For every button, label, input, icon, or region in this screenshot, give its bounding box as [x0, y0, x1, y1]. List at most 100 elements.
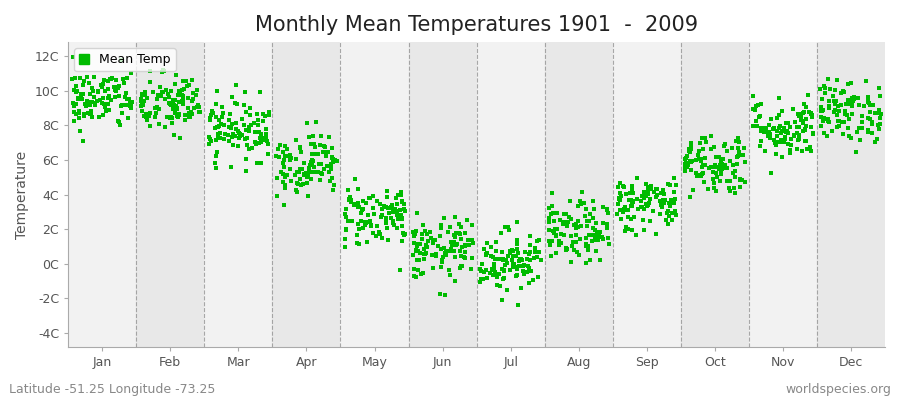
- Point: [544, 242, 558, 248]
- Point: [213, 130, 228, 136]
- Point: [696, 146, 710, 153]
- Point: [505, 246, 519, 253]
- Point: [409, 248, 423, 254]
- Point: [772, 125, 787, 132]
- Point: [618, 228, 633, 234]
- Point: [176, 98, 190, 104]
- Point: [860, 128, 875, 134]
- Point: [653, 198, 668, 204]
- Point: [860, 99, 875, 105]
- Point: [82, 80, 96, 86]
- Point: [735, 177, 750, 184]
- Point: [650, 192, 664, 198]
- Point: [498, 224, 512, 230]
- Point: [838, 108, 852, 114]
- Point: [117, 80, 131, 86]
- Point: [108, 94, 122, 100]
- Point: [101, 86, 115, 92]
- Point: [82, 111, 96, 117]
- Point: [341, 196, 356, 203]
- Point: [84, 111, 98, 118]
- Point: [841, 81, 855, 88]
- Point: [407, 266, 421, 272]
- Point: [356, 206, 371, 212]
- Point: [391, 216, 405, 222]
- Point: [653, 202, 668, 209]
- Point: [176, 87, 190, 94]
- Point: [526, 276, 540, 283]
- Point: [209, 114, 223, 120]
- Point: [351, 186, 365, 193]
- Point: [696, 170, 710, 177]
- Point: [428, 237, 442, 243]
- Bar: [477, 42, 544, 347]
- Point: [392, 266, 407, 273]
- Point: [692, 171, 706, 178]
- Point: [817, 114, 832, 121]
- Point: [202, 141, 217, 147]
- Point: [293, 144, 308, 150]
- Point: [76, 78, 91, 84]
- Point: [726, 185, 741, 191]
- Point: [783, 124, 797, 131]
- Point: [684, 167, 698, 173]
- Point: [398, 208, 412, 214]
- Point: [669, 212, 683, 218]
- Point: [184, 109, 198, 115]
- Point: [588, 232, 602, 239]
- Point: [453, 248, 467, 254]
- Point: [613, 190, 627, 196]
- Point: [211, 135, 225, 142]
- Point: [120, 74, 134, 81]
- Point: [804, 148, 818, 154]
- Point: [611, 184, 625, 190]
- Bar: [749, 42, 817, 347]
- Point: [818, 85, 832, 91]
- Point: [262, 109, 276, 116]
- Point: [250, 110, 265, 117]
- Point: [519, 269, 534, 276]
- Point: [523, 232, 537, 239]
- Point: [386, 218, 400, 224]
- Point: [212, 117, 226, 124]
- Point: [112, 82, 126, 89]
- Point: [873, 115, 887, 122]
- Point: [831, 118, 845, 125]
- Point: [76, 82, 90, 88]
- Point: [176, 92, 190, 98]
- Point: [662, 203, 677, 209]
- Point: [375, 234, 390, 241]
- Point: [708, 162, 723, 168]
- Point: [135, 101, 149, 107]
- Point: [722, 185, 736, 191]
- Point: [278, 143, 293, 149]
- Point: [181, 95, 195, 101]
- Point: [601, 235, 616, 242]
- Point: [698, 154, 713, 161]
- Point: [355, 207, 369, 213]
- Point: [571, 218, 585, 224]
- Point: [552, 242, 566, 249]
- Point: [634, 204, 649, 211]
- Point: [846, 97, 860, 103]
- Point: [649, 231, 663, 238]
- Point: [869, 136, 884, 142]
- Point: [554, 240, 569, 246]
- Point: [448, 214, 463, 221]
- Point: [796, 118, 810, 124]
- Point: [485, 266, 500, 272]
- Point: [248, 139, 262, 146]
- Point: [588, 233, 602, 240]
- Point: [802, 109, 816, 116]
- Point: [794, 113, 808, 120]
- Point: [101, 101, 115, 107]
- Point: [507, 264, 521, 270]
- Point: [156, 67, 170, 74]
- Point: [238, 168, 253, 175]
- Point: [238, 136, 252, 142]
- Point: [301, 172, 315, 179]
- Point: [140, 95, 154, 102]
- Point: [680, 164, 694, 170]
- Point: [720, 178, 734, 184]
- Point: [531, 237, 545, 243]
